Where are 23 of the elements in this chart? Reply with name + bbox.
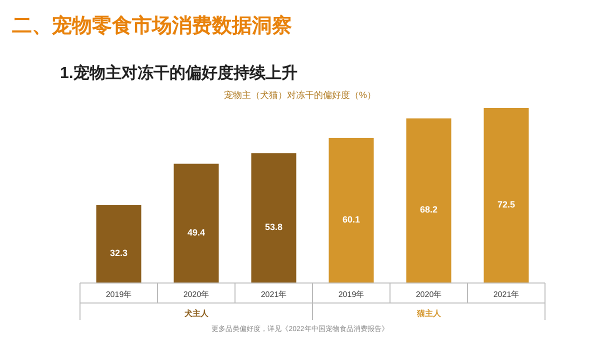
text: 二、宠物零食市场消费数据洞察	[12, 14, 292, 37]
data-label: 72.5	[497, 200, 516, 210]
data-label: 60.1	[342, 214, 360, 224]
x-tick-label: 2019年	[106, 290, 132, 299]
data-label: 32.3	[110, 248, 128, 258]
chart-title: 宠物主（犬猫）对冻干的偏好度（%）	[224, 90, 376, 100]
x-tick-label: 2020年	[183, 290, 210, 299]
x-tick-label: 2021年	[260, 290, 287, 299]
data-label: 53.8	[264, 222, 283, 232]
chart-subtitle: 1.宠物主对冻干的偏好度持续上升	[60, 63, 298, 82]
data-label: 49.4	[187, 227, 206, 238]
x-tick-label: 2021年	[493, 290, 520, 299]
x-tick-label: 2020年	[416, 290, 442, 299]
bar	[174, 164, 219, 283]
bar	[406, 118, 452, 283]
bar	[484, 108, 529, 283]
data-label: 68.2	[420, 204, 438, 215]
x-tick-label: 2019年	[338, 290, 364, 299]
bar	[328, 138, 374, 283]
bar	[251, 153, 296, 283]
text: 犬主人	[184, 308, 210, 318]
bar	[96, 205, 142, 283]
text: 猫主人	[416, 308, 442, 318]
